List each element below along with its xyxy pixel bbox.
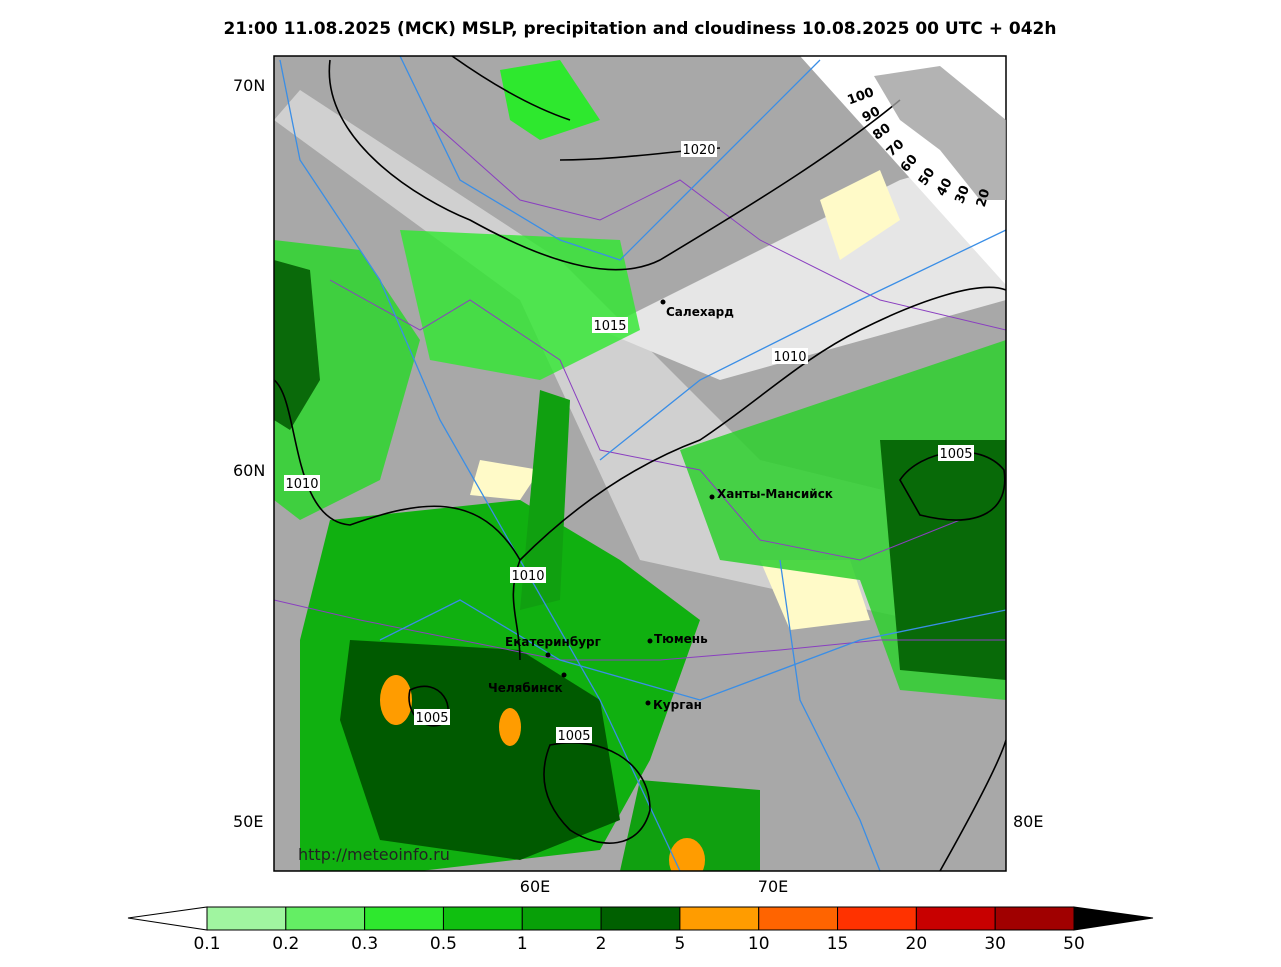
colorbar-label: 30 (984, 934, 1006, 954)
isobar-label: 1010 (511, 569, 544, 584)
colorbar-label: 0.2 (272, 934, 299, 954)
isobar-label-bg (681, 141, 717, 157)
colorbar-box (600, 906, 681, 931)
colorbar-box (364, 906, 444, 931)
isobar-label-bg (556, 727, 592, 743)
city-label: Курган (653, 698, 702, 712)
colorbar-max (1073, 906, 1154, 931)
lon-label: 70E (758, 877, 788, 896)
colorbar-box (285, 906, 366, 931)
colorbar-label: 0.1 (193, 934, 220, 954)
colorbar-label: 50 (1063, 934, 1085, 954)
colorbar-box (521, 906, 602, 931)
city-label: Салехард (666, 305, 734, 319)
isobar-label-bg (938, 445, 974, 461)
city-dot (645, 700, 651, 706)
lon-label: 50E (233, 812, 263, 831)
city-label: Тюмень (654, 632, 708, 646)
colorbar-label: 10 (748, 934, 770, 954)
map-frame (273, 55, 1007, 872)
city-label: Ханты-Мансийск (717, 487, 833, 501)
colorbar-box (442, 906, 523, 931)
isobar-label: 1005 (939, 447, 972, 462)
isobar-label: 1005 (415, 711, 448, 726)
city-dot (660, 299, 666, 305)
isobar-label-bg (510, 567, 546, 583)
city-dot (709, 494, 715, 500)
map: http://meteoinfo.ru (274, 56, 1006, 871)
isobar-label: 1015 (593, 319, 626, 334)
colorbar-label: 0.5 (430, 934, 457, 954)
lat-label: 70N (233, 76, 265, 95)
colorbar-min (127, 906, 208, 931)
title: 21:00 11.08.2025 (МСК) MSLP, precipitati… (224, 19, 1057, 39)
colorbar-box (915, 906, 996, 931)
city-label: Челябинск (488, 681, 563, 695)
city-label: Екатеринбург (505, 635, 601, 649)
isobar-label-bg (592, 317, 628, 333)
city-dot (561, 672, 567, 678)
colorbar-box (679, 906, 760, 931)
lat-label: 60N (233, 461, 265, 480)
isobar-label: 1010 (285, 477, 318, 492)
colorbar-box (206, 906, 287, 931)
city-dot (647, 638, 653, 644)
colorbar-box (837, 906, 917, 931)
cloudiness-label: 30 (952, 183, 973, 205)
isobar-label: 1010 (773, 350, 806, 365)
colorbar-label: 0.3 (351, 934, 378, 954)
lon-label: 80E (1013, 812, 1043, 831)
colorbar-label: 2 (596, 934, 607, 954)
isobar-label: 1020 (682, 143, 715, 158)
colorbar-box (994, 906, 1075, 931)
isobar-label-bg (284, 475, 320, 491)
colorbar-label: 5 (674, 934, 685, 954)
lon-label: 60E (520, 877, 550, 896)
colorbar-box (758, 906, 839, 931)
isobar-label-bg (772, 348, 808, 364)
isobar-label-bg (414, 709, 450, 725)
colorbar-label: 1 (517, 934, 528, 954)
isobar-label: 1005 (557, 729, 590, 744)
watermark: http://meteoinfo.ru (298, 845, 450, 864)
cloudiness-label: 20 (974, 187, 993, 209)
colorbar-label: 15 (827, 934, 849, 954)
colorbar-label: 20 (906, 934, 928, 954)
city-dot (545, 652, 551, 658)
